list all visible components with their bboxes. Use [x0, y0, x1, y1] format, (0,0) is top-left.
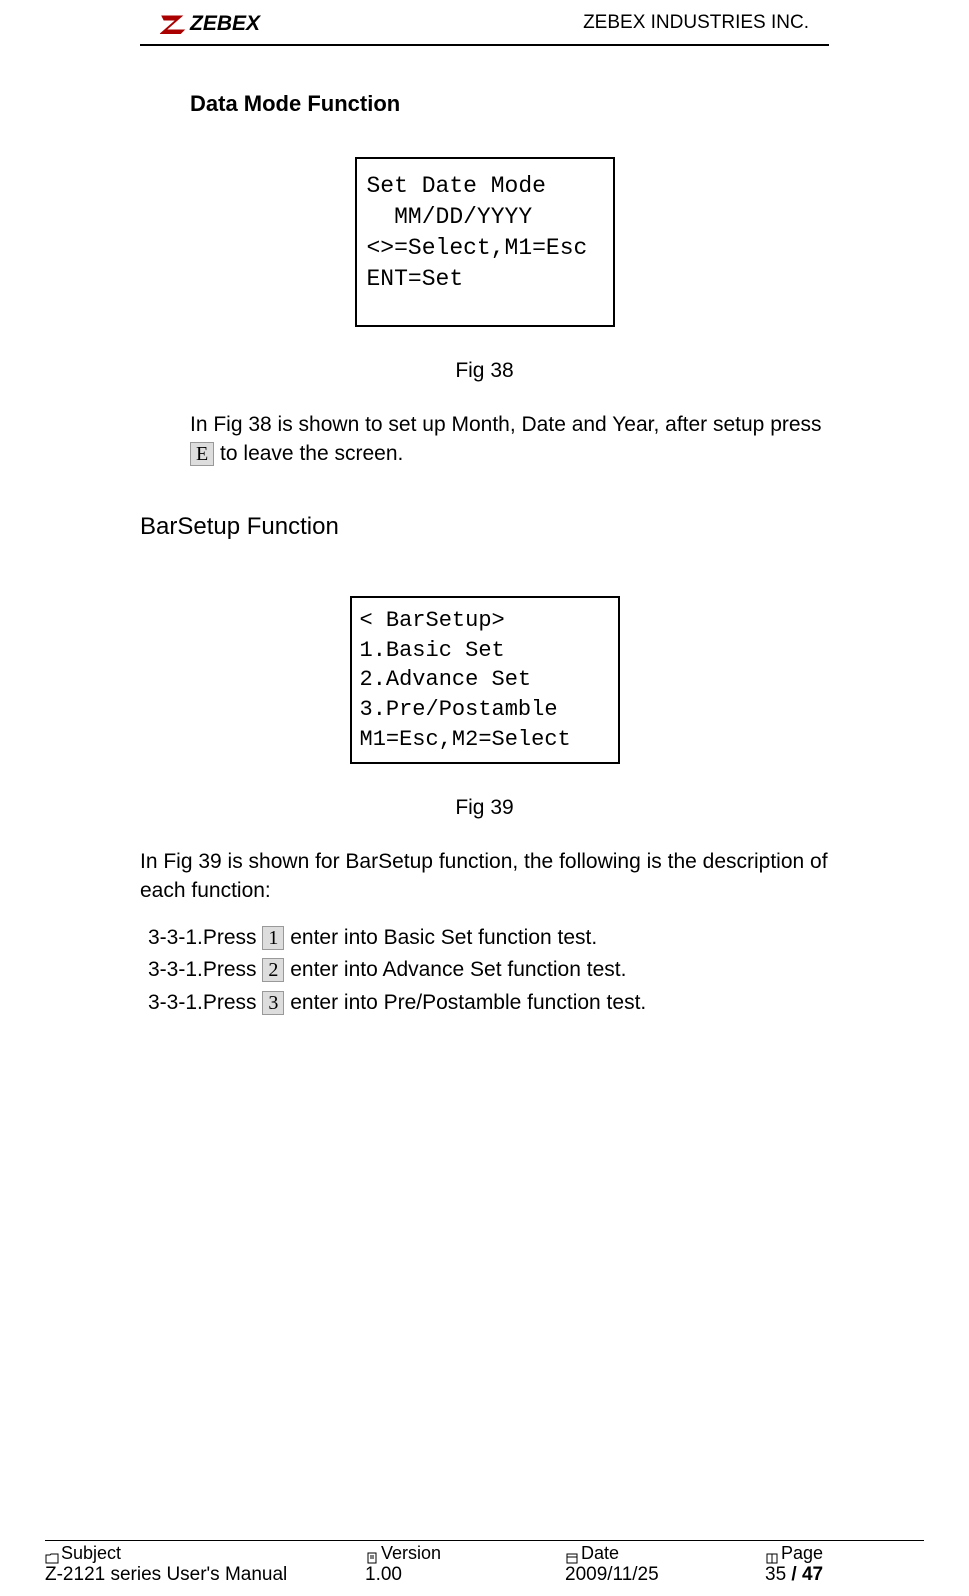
page-total: 47: [802, 1564, 823, 1585]
desc-text: to leave the screen.: [214, 442, 403, 465]
fig38-description: In Fig 38 is shown to set up Month, Date…: [190, 411, 829, 468]
item-prefix: 3-3-1.Press: [148, 926, 262, 949]
item-suffix: enter into Advance Set function test.: [284, 958, 626, 981]
key-2: 2: [262, 958, 284, 982]
footer-values-row: Z-2121 series User's Manual 1.00 2009/11…: [30, 1564, 939, 1586]
folder-icon: [45, 1548, 59, 1560]
item-prefix: 3-3-1.Press: [148, 958, 262, 981]
screen-line: 1.Basic Set: [360, 636, 610, 666]
footer-page-label: Page: [765, 1543, 924, 1564]
screen-line: < BarSetup>: [360, 606, 610, 636]
document-icon: [365, 1548, 379, 1560]
key-e: E: [190, 442, 214, 466]
footer-version-label: Version: [365, 1543, 565, 1564]
key-3: 3: [262, 991, 284, 1015]
page-sep: /: [786, 1564, 802, 1585]
calendar-icon: [565, 1548, 579, 1560]
caption-fig-38: Fig 38: [140, 359, 829, 383]
footer-date-value: 2009/11/25: [565, 1564, 765, 1586]
footer-subject-value: Z-2121 series User's Manual: [45, 1564, 365, 1586]
page-current: 35: [765, 1564, 786, 1585]
footer-labels-row: Subject Version Date Page: [30, 1543, 939, 1564]
footer-date-label: Date: [565, 1543, 765, 1564]
screen-fig-38: Set Date Mode MM/DD/YYYY <>=Select,M1=Es…: [355, 157, 615, 327]
page-footer: Subject Version Date Page Z-2121 series …: [0, 1540, 969, 1586]
screen-line: 3.Pre/Postamble: [360, 695, 610, 725]
logo-area: ZEBEX: [160, 12, 260, 36]
footer-divider: [45, 1540, 924, 1541]
fig39-description: In Fig 39 is shown for BarSetup function…: [140, 848, 829, 905]
section-title-barsetup: BarSetup Function: [140, 513, 829, 541]
page-header: ZEBEX ZEBEX INDUSTRIES INC.: [140, 0, 829, 46]
caption-fig-39: Fig 39: [140, 796, 829, 820]
company-name: ZEBEX INDUSTRIES INC.: [583, 12, 809, 34]
page-content: Data Mode Function Set Date Mode MM/DD/Y…: [0, 46, 969, 1018]
list-item: 3-3-1.Press 2 enter into Advance Set fun…: [148, 955, 829, 985]
screen-line: <>=Select,M1=Esc: [367, 233, 603, 264]
function-list: 3-3-1.Press 1 enter into Basic Set funct…: [148, 923, 829, 1018]
list-item: 3-3-1.Press 3 enter into Pre/Postamble f…: [148, 988, 829, 1018]
footer-page-value: 35 / 47: [765, 1564, 924, 1586]
list-item: 3-3-1.Press 1 enter into Basic Set funct…: [148, 923, 829, 953]
screen-line: MM/DD/YYYY: [367, 202, 603, 233]
item-prefix: 3-3-1.Press: [148, 991, 262, 1014]
key-1: 1: [262, 926, 284, 950]
item-suffix: enter into Basic Set function test.: [284, 926, 597, 949]
zebex-logo-icon: [160, 14, 186, 34]
screen-line: 2.Advance Set: [360, 665, 610, 695]
logo-text: ZEBEX: [190, 12, 260, 36]
desc-text: In Fig 38 is shown to set up Month, Date…: [190, 413, 822, 436]
screen-line: Set Date Mode: [367, 171, 603, 202]
item-suffix: enter into Pre/Postamble function test.: [284, 991, 646, 1014]
screen-fig-39: < BarSetup> 1.Basic Set 2.Advance Set 3.…: [350, 596, 620, 764]
screen-line: M1=Esc,M2=Select: [360, 725, 610, 755]
section-title-data-mode: Data Mode Function: [190, 91, 829, 117]
book-icon: [765, 1548, 779, 1560]
footer-subject-label: Subject: [45, 1543, 365, 1564]
footer-version-value: 1.00: [365, 1564, 565, 1586]
screen-line: ENT=Set: [367, 264, 603, 295]
